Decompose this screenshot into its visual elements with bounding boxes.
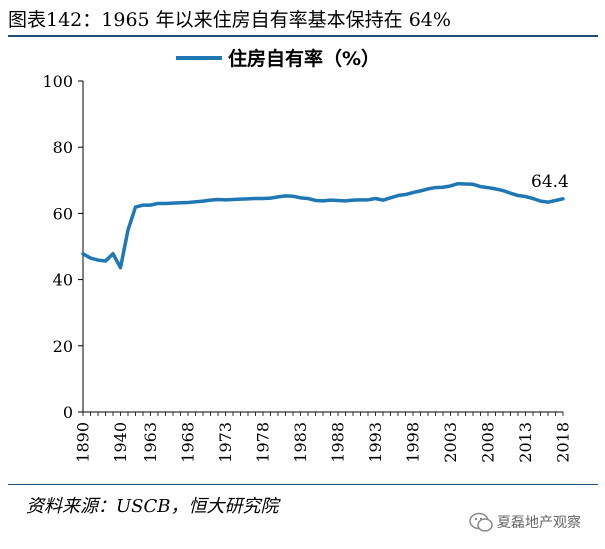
x-tick-label: 1993	[366, 422, 385, 463]
y-tick-label: 20	[53, 337, 73, 356]
y-axis: 0 20 40 60 80 100	[42, 72, 84, 422]
series-line-homeownership	[81, 181, 565, 270]
x-tick-label: 1963	[141, 422, 160, 463]
y-tick-label: 0	[63, 403, 73, 422]
watermark: 夏磊地产观察	[497, 515, 581, 531]
end-value-label: 64.4	[531, 172, 569, 192]
x-tick-label: 1973	[216, 422, 235, 463]
y-tick-label: 40	[53, 271, 73, 290]
x-tick-label: 1940	[111, 422, 130, 463]
x-tick-label: 2008	[479, 422, 498, 463]
x-tick-label: 1978	[254, 422, 273, 463]
wechat-icon	[469, 512, 493, 532]
y-tick-label: 60	[53, 204, 73, 223]
legend: 住房自有率（%）	[176, 47, 380, 70]
x-tick-label: 2018	[554, 422, 573, 463]
y-tick-label: 100	[42, 72, 73, 91]
title-divider	[8, 35, 598, 37]
x-tick-label: 1890	[74, 422, 93, 463]
x-tick-label: 2013	[516, 422, 535, 463]
y-tick-label: 80	[53, 138, 73, 157]
footer-divider	[8, 484, 598, 485]
line-chart: 住房自有率（%） 0 20 40 60 80 100 1890 1940 1963 1968 19…	[42, 47, 573, 463]
figure-title: 图表142：1965 年以来住房自有率基本保持在 64%	[8, 9, 451, 31]
plot-area: 64.4	[81, 172, 569, 270]
x-tick-label: 1988	[329, 422, 348, 463]
x-tick-label: 1968	[179, 422, 198, 463]
legend-label: 住房自有率（%）	[228, 47, 380, 70]
x-tick-label: 1983	[291, 422, 310, 463]
x-axis: 1890 1940 1963 1968 1973 1978 1983 1988 1993 1998…	[74, 411, 573, 463]
source-note: 资料来源：USCB，恒大研究院	[26, 496, 279, 517]
x-tick-label: 2003	[441, 422, 460, 463]
x-tick-label: 1998	[404, 422, 423, 463]
